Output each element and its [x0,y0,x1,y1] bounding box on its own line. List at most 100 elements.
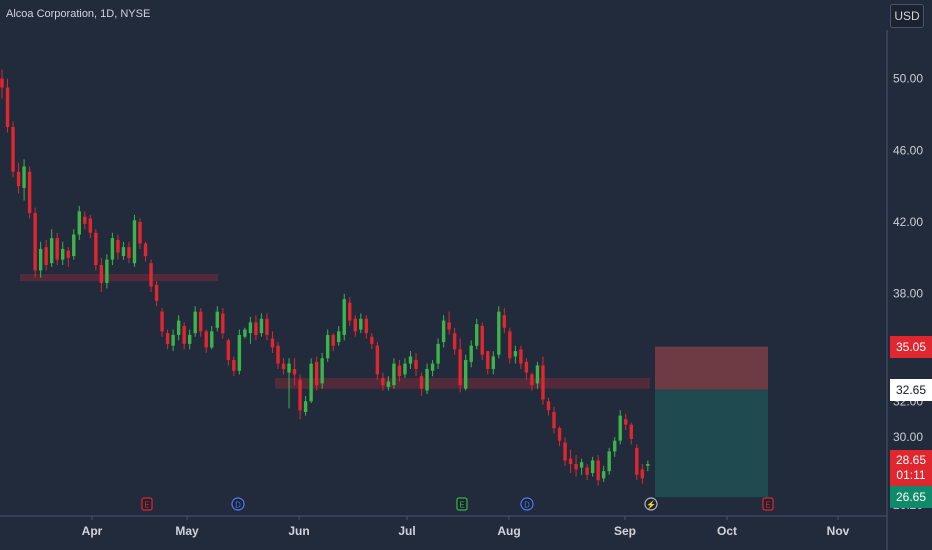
earnings-marker-icon[interactable] [762,497,774,511]
candle-body [149,263,153,287]
candle [497,306,501,359]
candle [386,376,391,391]
candle [72,229,76,260]
candle-body [314,361,319,386]
candle-body [408,356,413,364]
candle-body [590,460,595,473]
candle [55,232,59,266]
candle-body [447,322,451,330]
candle [359,313,363,334]
candle-body [199,311,203,332]
candle [154,281,159,307]
candle-body [83,216,87,224]
candle-body [77,211,81,235]
candle [425,363,429,395]
candle [149,259,153,292]
candle [132,214,137,267]
time-axis[interactable]: Apr May Jun Jul Aug Sep Oct Nov [82,516,850,538]
event-marker[interactable]: E [141,497,153,511]
candle [364,315,369,339]
stop-loss-area[interactable] [655,346,768,390]
candle-body [176,320,181,335]
candle [221,308,225,339]
candle-body [414,360,418,370]
candle [27,166,32,219]
candle [590,456,595,477]
candle-body [127,247,131,258]
candle [325,329,330,362]
event-marker[interactable]: E [762,497,774,511]
candle [480,322,484,361]
currency-button[interactable]: USD [890,4,924,28]
event-markers[interactable]: E D E D ⚡ E [141,497,774,511]
candle [94,229,98,271]
candle [187,329,192,350]
candle [232,356,236,377]
candle-body [11,127,15,172]
candle-body [508,331,512,359]
candle [309,358,313,404]
candle-body [392,363,396,386]
candle-body [469,345,473,362]
price-tick-label: 38.00 [893,287,923,301]
candle-body [348,302,352,321]
event-marker[interactable]: E [456,497,468,511]
candle-body [342,299,346,335]
dividend-marker-icon[interactable] [231,497,245,511]
event-marker[interactable]: ⚡ [644,497,658,511]
candle [237,329,242,375]
short-position-tool[interactable] [655,346,768,498]
candle [607,447,611,475]
candle [287,358,291,409]
earnings-marker-icon[interactable] [141,497,153,511]
candle [88,214,93,239]
candle-body [66,250,70,258]
candle-body [441,320,446,343]
candle-body [618,415,622,441]
candle [370,333,374,350]
candle [640,464,645,484]
candle-body [265,318,269,335]
candle [303,395,308,416]
candle [601,465,606,482]
candle-body [486,351,490,370]
event-marker[interactable]: D [520,497,534,511]
candle-body [359,318,363,330]
candle-body [165,333,170,344]
price-tick-label: 46.00 [893,143,923,157]
candle-body [568,458,573,465]
take-profit-area[interactable] [655,389,768,498]
candle [199,308,203,337]
event-marker-label: E [765,501,770,510]
dividend-marker-icon[interactable] [520,497,534,511]
candle [248,317,253,344]
candle-body [138,222,142,244]
news-marker-icon[interactable] [644,497,658,511]
candle-body [375,345,380,375]
candle-body [44,247,48,266]
event-marker-label: D [235,501,241,510]
event-marker[interactable]: D [231,497,245,511]
candle-body [292,369,297,375]
candle-body [325,334,330,359]
candle [193,306,197,337]
candle-body [221,313,225,334]
earnings-marker-icon[interactable] [456,497,468,511]
candle-body [49,238,54,264]
candle [160,308,164,337]
candle-body [463,360,468,389]
candle-body [259,318,264,334]
candle [243,327,247,339]
last-price-tag: 28.65 01:11 [890,450,932,487]
candle-body [403,363,407,375]
candle [491,351,495,375]
candle-body [309,363,313,402]
candle [447,311,451,335]
candle [171,329,175,352]
candle [513,345,518,364]
candle-body [646,464,650,466]
candle [320,352,324,389]
candle [281,358,286,375]
candle [61,241,65,266]
